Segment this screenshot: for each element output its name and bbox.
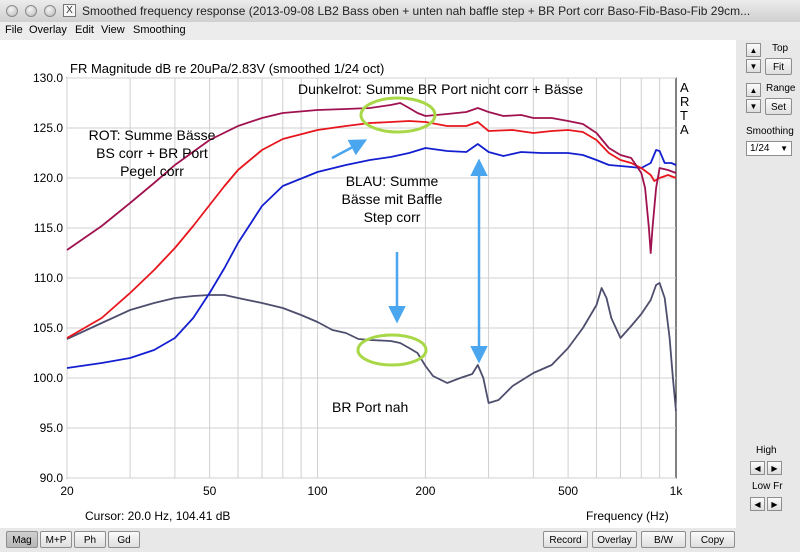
zoom-window-button[interactable] — [44, 5, 56, 17]
tab-mag[interactable]: Mag — [6, 531, 38, 548]
window-title: Smoothed frequency response (2013-09-08 … — [82, 4, 751, 18]
annotation-rot-line-3: Pegel corr — [120, 163, 184, 179]
tab-group-delay[interactable]: Gd — [108, 531, 140, 548]
top-label: Top — [772, 43, 789, 54]
lowfr-right-button[interactable]: ▶ — [767, 497, 782, 511]
smoothing-label: Smoothing — [746, 126, 794, 137]
y-tick-label: 115.0 — [34, 221, 63, 235]
series-line-3 — [66, 282, 677, 412]
tab-phase[interactable]: Ph — [74, 531, 106, 548]
highlight-ellipse-top — [359, 96, 437, 134]
y-tick-label: 105.0 — [33, 321, 63, 335]
y-tick-label: 125.0 — [33, 121, 63, 135]
series-line-1 — [66, 120, 677, 339]
high-label: High — [756, 445, 777, 456]
menu-view[interactable]: View — [101, 24, 125, 36]
annotation-port: BR Port nah — [332, 399, 408, 415]
arrow-to-top-ellipse — [331, 139, 368, 160]
annotation-rot-line-2: BS corr + BR Port — [96, 145, 208, 161]
bottom-toolbar: Mag M+P Ph Gd Record Overlay B/W Copy — [0, 528, 800, 552]
annotation-blau-line-1: BLAU: Summe — [346, 173, 439, 189]
minimize-window-button[interactable] — [25, 5, 37, 17]
y-tick-labels: 130.0 125.0 120.0 115.0 110.0 105.0 100.0 95.0 9… — [33, 71, 63, 485]
menu-file[interactable]: File — [5, 24, 23, 36]
x-tick-labels: 20 50 100 200 500 1k — [60, 484, 683, 498]
cursor-readout: Cursor: 20.0 Hz, 104.41 dB — [85, 509, 230, 523]
x-tick-label: 1k — [670, 484, 684, 498]
menu-smoothing[interactable]: Smoothing — [133, 24, 186, 36]
y-tick-label: 110.0 — [34, 271, 63, 285]
y-tick-label: 95.0 — [40, 421, 64, 435]
smoothing-value: 1/24 — [750, 143, 770, 154]
smoothing-dropdown[interactable]: 1/24 ▼ — [746, 141, 792, 156]
range-up-button[interactable]: ▲ — [746, 83, 761, 97]
y-tick-label: 90.0 — [40, 471, 64, 485]
arta-letter-4: A — [680, 122, 689, 137]
range-down-button[interactable]: ▼ — [746, 99, 761, 113]
annotation-blau-line-3: Step corr — [364, 209, 421, 225]
x-tick-label: 20 — [60, 484, 74, 498]
chevron-down-icon: ▼ — [780, 144, 788, 153]
top-up-button[interactable]: ▲ — [746, 43, 761, 57]
close-window-button[interactable] — [6, 5, 18, 17]
bw-button[interactable]: B/W — [641, 531, 686, 548]
x-tick-label: 500 — [558, 484, 578, 498]
plot-heading: FR Magnitude dB re 20uPa/2.83V (smoothed… — [70, 61, 384, 76]
y-tick-label: 120.0 — [33, 171, 63, 185]
x-tick-label: 100 — [308, 484, 328, 498]
record-button[interactable]: Record — [543, 531, 588, 548]
lowfr-left-button[interactable]: ◀ — [750, 497, 765, 511]
annotation-dunkelrot: Dunkelrot: Summe BR Port nicht corr + Bä… — [298, 81, 583, 97]
fit-button[interactable]: Fit — [765, 58, 792, 75]
y-tick-label: 130.0 — [33, 71, 63, 85]
y-tick-label: 100.0 — [33, 371, 63, 385]
range-label: Range — [766, 83, 796, 94]
x-tick-label: 50 — [203, 484, 217, 498]
right-control-panel: Top ▲ ▼ Fit Range ▲ ▼ Set Smoothing High… — [736, 40, 800, 528]
high-left-button[interactable]: ◀ — [750, 461, 765, 475]
lowfr-label: Low Fr — [752, 481, 783, 492]
copy-button[interactable]: Copy — [690, 531, 735, 548]
annotation-blau-line-2: Bässe mit Baffle — [342, 191, 443, 207]
set-button[interactable]: Set — [765, 98, 792, 115]
menu-bar: File Overlay Edit View Smoothing — [0, 22, 800, 40]
high-right-button[interactable]: ▶ — [767, 461, 782, 475]
series-line-0 — [66, 102, 677, 254]
arta-letter-1: A — [680, 80, 689, 95]
x-tick-label: 200 — [415, 484, 435, 498]
x11-app-icon: X — [63, 4, 76, 17]
title-bar: X Smoothed frequency response (2013-09-0… — [0, 0, 800, 23]
plot-frame: 130.0 125.0 120.0 115.0 110.0 105.0 100.0 95.0 9… — [0, 40, 736, 528]
annotation-rot-line-1: ROT: Summe Bässe — [89, 127, 216, 143]
arta-letter-2: R — [680, 94, 689, 109]
curves — [66, 102, 677, 412]
tab-mag-phase[interactable]: M+P — [40, 531, 72, 548]
x-axis-label: Frequency (Hz) — [586, 509, 669, 523]
top-down-button[interactable]: ▼ — [746, 59, 761, 73]
frequency-response-chart[interactable]: 130.0 125.0 120.0 115.0 110.0 105.0 100.0 95.0 9… — [0, 40, 736, 528]
overlay-button[interactable]: Overlay — [592, 531, 637, 548]
menu-edit[interactable]: Edit — [75, 24, 94, 36]
highlight-ellipse-port — [356, 333, 428, 367]
arta-letter-3: T — [680, 108, 688, 123]
menu-overlay[interactable]: Overlay — [29, 24, 67, 36]
